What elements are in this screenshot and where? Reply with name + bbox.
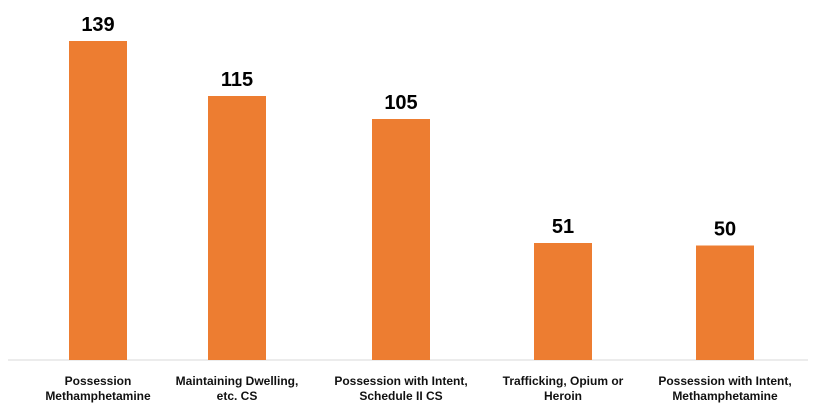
category-label-line: Possession with Intent, (334, 374, 467, 388)
bar-5 (696, 245, 754, 360)
category-label-line: Schedule II CS (359, 389, 442, 403)
data-labels-group: 139 115 105 51 50 (81, 14, 736, 240)
bar-1 (69, 41, 127, 360)
category-label-line: Methamphetamine (672, 389, 778, 403)
category-label-2: Maintaining Dwelling, etc. CS (176, 374, 299, 403)
data-label-4: 51 (552, 216, 574, 238)
category-label-line: etc. CS (217, 389, 258, 403)
category-label-line: Methamphetamine (45, 389, 151, 403)
bar-3 (372, 119, 430, 360)
category-label-line: Heroin (544, 389, 582, 403)
bar-2 (208, 96, 266, 361)
category-label-3: Possession with Intent, Schedule II CS (334, 374, 467, 403)
bar-4 (534, 242, 592, 360)
data-label-3: 105 (384, 92, 417, 114)
data-label-5: 50 (714, 218, 736, 240)
category-label-line: Possession with Intent, (658, 374, 791, 388)
category-label-4: Trafficking, Opium or Heroin (503, 374, 624, 403)
category-label-line: Maintaining Dwelling, (176, 374, 299, 388)
category-label-line: Possession (65, 374, 132, 388)
category-label-line: Trafficking, Opium or (503, 374, 624, 388)
data-label-1: 139 (81, 14, 114, 36)
bars-group (69, 41, 754, 361)
data-label-2: 115 (221, 69, 253, 91)
category-label-5: Possession with Intent, Methamphetamine (658, 374, 791, 403)
category-label-1: Possession Methamphetamine (45, 374, 151, 403)
